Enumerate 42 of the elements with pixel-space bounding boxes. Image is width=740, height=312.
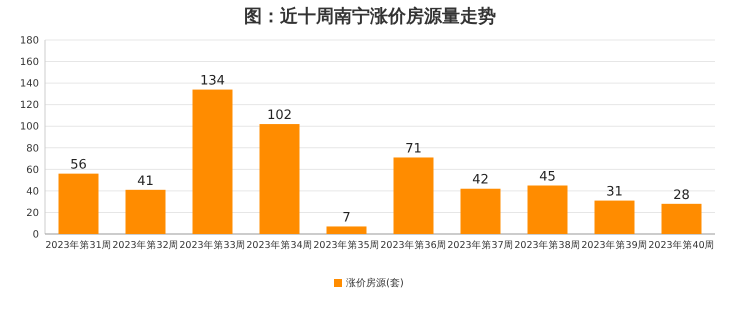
data-label: 102 (267, 108, 292, 124)
data-label: 7 (342, 210, 351, 226)
x-tick-label: 2023年第35周 (313, 239, 380, 251)
y-tick-label: 80 (26, 143, 39, 154)
y-tick-label: 180 (20, 36, 39, 46)
x-tick-label: 2023年第34周 (246, 239, 313, 251)
y-tick-label: 140 (20, 78, 39, 90)
x-tick-label: 2023年第33周 (179, 239, 246, 251)
y-tick-label: 120 (20, 100, 39, 112)
bar (594, 200, 634, 234)
bar (192, 90, 232, 234)
y-tick-label: 100 (20, 122, 39, 133)
x-tick-label: 2023年第36周 (380, 239, 447, 251)
chart-title: 图：近十周南宁涨价房源量走势 (244, 6, 496, 27)
x-tick-label: 2023年第39周 (581, 239, 648, 251)
bar (326, 226, 366, 234)
legend-label: 涨价房源(套) (346, 277, 404, 289)
x-tick-label: 2023年第40周 (648, 239, 715, 251)
data-label: 56 (70, 158, 87, 173)
x-tick-label: 2023年第38周 (514, 239, 581, 251)
y-tick-label: 0 (32, 230, 39, 240)
y-tick-label: 60 (26, 164, 39, 176)
bar (260, 124, 300, 234)
x-tick-label: 2023年第31周 (45, 239, 112, 251)
bar (460, 188, 500, 234)
data-label: 134 (200, 74, 225, 89)
bar (394, 157, 434, 234)
y-tick-label: 160 (20, 57, 39, 68)
x-tick-label: 2023年第37周 (447, 239, 514, 251)
data-label: 42 (472, 172, 489, 188)
bar (126, 190, 166, 234)
x-tick-label: 2023年第32周 (112, 239, 179, 251)
data-label: 71 (405, 141, 422, 156)
data-label: 31 (606, 184, 623, 200)
y-tick-label: 40 (26, 186, 39, 198)
data-label: 28 (673, 188, 690, 203)
data-label: 41 (137, 174, 154, 189)
bar (528, 186, 568, 234)
y-tick-label: 20 (26, 208, 39, 219)
bar (662, 204, 702, 234)
bar (58, 174, 98, 234)
data-label: 45 (539, 170, 556, 184)
